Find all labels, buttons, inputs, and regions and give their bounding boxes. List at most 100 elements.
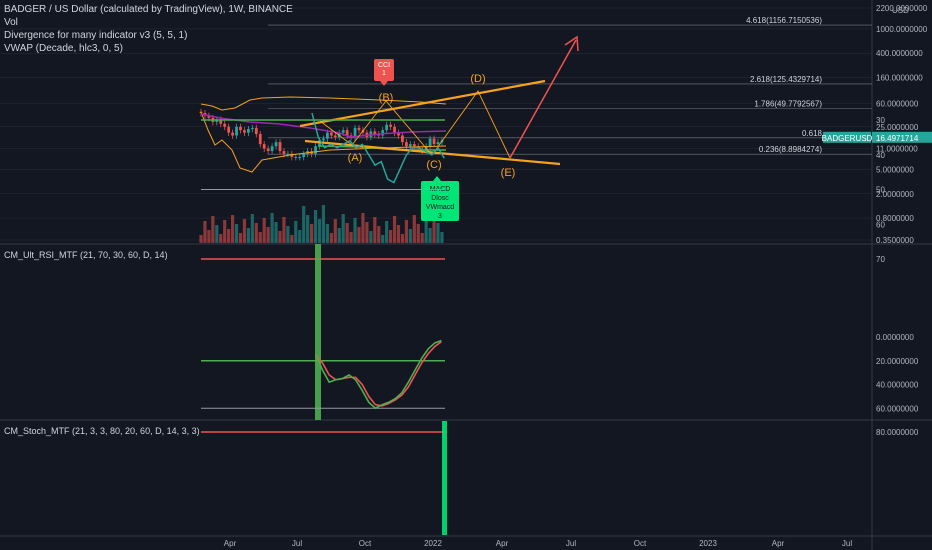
trendline-lower [304,139,561,166]
vwap-upper-band [200,96,447,111]
candle [235,126,238,136]
volume-bar [254,223,258,243]
candle [239,126,242,131]
volume-bar [396,225,401,243]
wave-label: (D) [470,73,485,85]
volume-bar [365,222,369,243]
candle [298,156,302,158]
y-tick-label: 60.0000000 [876,100,919,109]
stoch-y-tick-label: 60.0000000 [876,404,919,413]
y-tick-label: 1000.0000000 [876,25,928,34]
candle [337,132,341,137]
signal-badge-text: 3 [438,213,442,220]
volume-bar [337,228,341,243]
signal-badge-text: CCI [378,62,390,69]
indicator-vol: Vol [4,17,18,28]
candle [329,132,333,136]
volume-bar [219,234,223,243]
x-tick-label: Oct [359,539,372,548]
volume-bar [207,230,211,243]
signal-badge-text: Dlosc [431,195,449,202]
target-arrow-head [564,35,579,52]
candle [432,138,436,145]
candle [302,153,306,157]
volume-bar [361,213,365,243]
volume-bar [357,227,361,243]
candle [282,151,286,154]
rsi-y-tick-label: 30 [876,116,885,125]
y-tick-label: 2.0000000 [876,190,914,199]
wave-label: (A) [348,152,363,164]
signal-badge-pointer [433,176,441,181]
fib-level-label: 0.618 [802,129,823,138]
y-tick-label: 0.3500000 [876,236,914,245]
rsi-pane-title: CM_Ult_RSI_MTF (21, 70, 30, 60, D, 14) [4,250,168,260]
x-tick-label: Oct [634,539,647,548]
candle [401,135,404,143]
volume-bar [321,205,326,243]
volume-bar [412,215,416,243]
volume-bar [215,225,219,243]
candle [286,153,290,155]
fib-level-label: 2.618(125.4329714) [750,75,822,84]
volume-bar [345,223,349,243]
volume-bar [302,206,306,243]
volume-bar [369,231,373,243]
volume-bar [199,235,203,243]
volume-bar [274,222,278,243]
signal-badge-cci [374,59,394,81]
x-tick-label: Jul [842,539,852,548]
x-tick-label: Apr [772,539,785,548]
signal-badge-macd [421,181,459,221]
volume-bar [238,233,243,243]
volume-bar [389,230,393,243]
candle [326,132,329,139]
x-tick-label: Jul [566,539,576,548]
candle [254,127,258,135]
volume-bar [270,213,274,243]
volume-bar [290,235,294,243]
volume-bar [242,219,247,243]
y-tick-label: 160.0000000 [876,74,923,83]
y-tick-label: 2200.0000000 [876,4,928,13]
y-tick-label: 0.8000000 [876,214,914,223]
currency-label: USD [892,6,909,15]
volume-bar [392,216,397,243]
candle [227,126,231,133]
volume-bar [313,210,318,243]
volume-bar [333,219,337,243]
candle [247,128,250,133]
volume-bar [317,219,322,243]
signal-badge-text: VWmacd [426,204,455,211]
volume-bar [282,217,286,243]
volume-bar [404,220,408,243]
candle [270,146,274,152]
volume-bar [310,224,314,243]
stoch-y-tick-label: 20.0000000 [876,357,919,366]
candle [278,142,282,152]
fib-level-label: 1.786(49.7792567) [754,99,822,108]
wave-label: (B) [379,92,394,104]
candle [207,115,211,118]
candle [341,130,345,133]
volume-bar [294,221,298,243]
rsi-line [311,112,445,184]
volume-bar [266,227,270,243]
y-tick-label: 5.0000000 [876,165,914,174]
candle [428,138,432,147]
candle [412,144,416,147]
candle [357,127,361,131]
candle [436,142,440,145]
candle [290,153,294,157]
candle [405,142,408,147]
candle [243,130,246,133]
candle [353,127,357,137]
volume-bar [329,233,333,243]
volume-bar [250,214,254,243]
x-tick-label: Jul [292,539,302,548]
volume-bar [440,232,444,243]
volume-bar [424,219,428,243]
candle [314,146,317,154]
rsi-y-tick-label: 40 [876,151,885,160]
